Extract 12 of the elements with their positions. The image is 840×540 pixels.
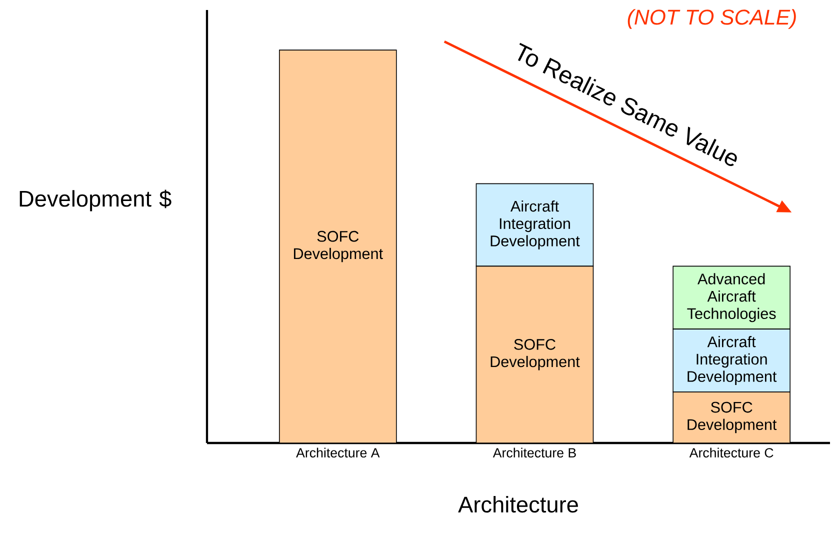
text: (NOT TO SCALE) <box>628 9 796 29</box>
text: Aircraft Integration Development <box>490 200 580 250</box>
series-label: Advanced Aircraft Technologies <box>687 273 776 322</box>
series-label: Aircraft Integration Development <box>688 336 777 385</box>
x-tick-label: Architecture C <box>689 448 774 458</box>
x-tick-label: Architecture A <box>296 448 380 458</box>
y-axis-title: Development $ <box>20 190 172 212</box>
x-tick-label: Architecture B <box>492 448 576 458</box>
text: SOFC Development <box>294 230 383 262</box>
series-label: SOFC Development <box>688 402 777 434</box>
x-axis-title: Architecture <box>458 496 578 513</box>
text: SOFC Development <box>490 338 580 370</box>
